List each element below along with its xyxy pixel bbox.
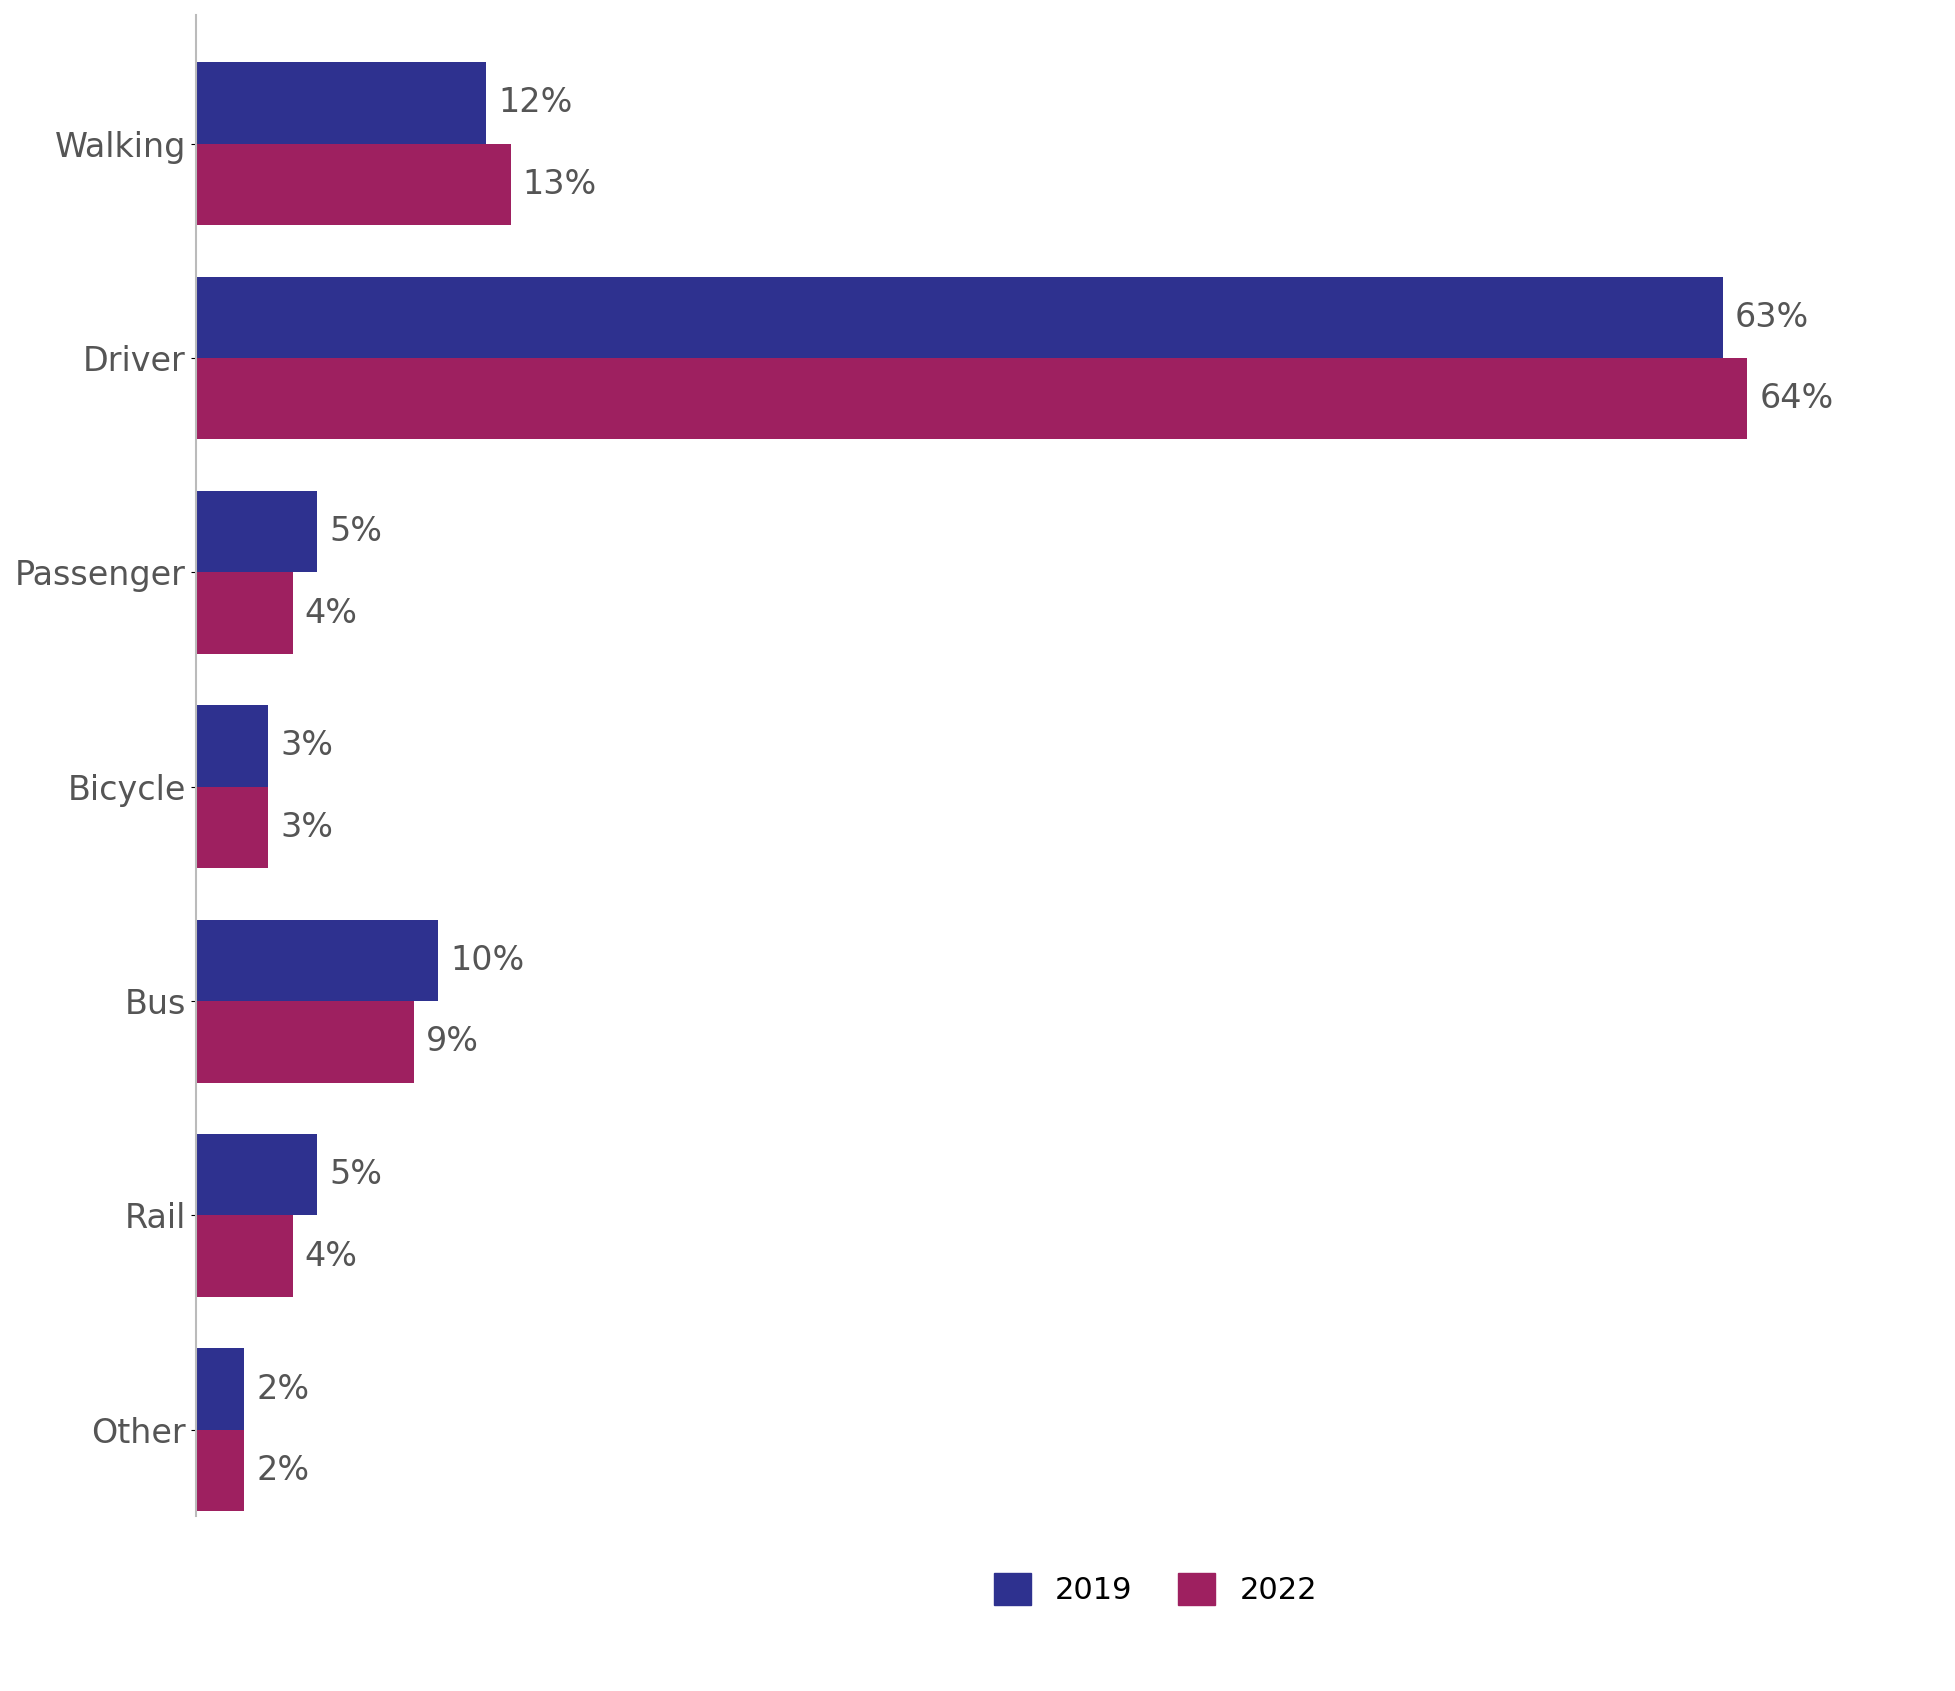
Text: 3%: 3%	[280, 729, 332, 763]
Text: 4%: 4%	[305, 1240, 358, 1273]
Legend: 2019, 2022: 2019, 2022	[993, 1573, 1316, 1605]
Text: 64%: 64%	[1758, 382, 1832, 416]
Text: 10%: 10%	[450, 944, 524, 977]
Bar	[196, 144, 510, 225]
Text: 5%: 5%	[328, 516, 381, 548]
Bar	[196, 572, 293, 654]
Bar	[196, 277, 1722, 358]
Bar	[196, 1216, 293, 1297]
Bar	[196, 358, 1746, 440]
Bar	[196, 490, 317, 572]
Text: 12%: 12%	[499, 86, 573, 120]
Text: 13%: 13%	[522, 167, 596, 201]
Text: 9%: 9%	[426, 1025, 479, 1059]
Text: 2%: 2%	[256, 1454, 309, 1486]
Text: 5%: 5%	[328, 1158, 381, 1190]
Bar	[196, 786, 268, 867]
Bar	[196, 1001, 414, 1082]
Text: 63%: 63%	[1734, 301, 1808, 333]
Bar	[196, 1135, 317, 1216]
Text: 4%: 4%	[305, 597, 358, 629]
Text: 2%: 2%	[256, 1373, 309, 1405]
Bar	[196, 705, 268, 786]
Text: 3%: 3%	[280, 812, 332, 844]
Bar	[196, 63, 487, 144]
Bar	[196, 1348, 244, 1431]
Bar	[196, 920, 438, 1001]
Bar	[196, 1431, 244, 1512]
